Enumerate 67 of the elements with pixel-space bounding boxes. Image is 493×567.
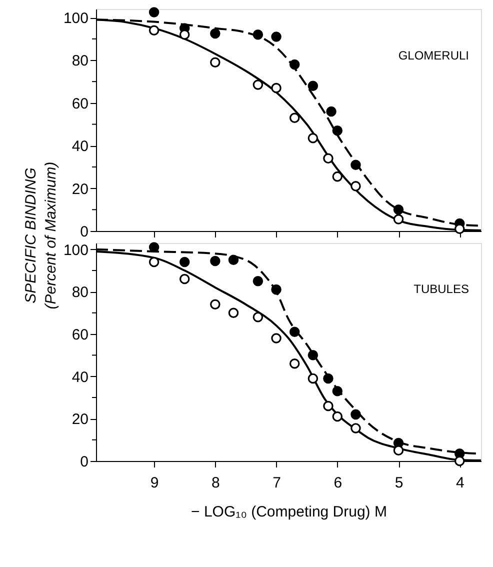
point (332, 171, 343, 182)
point (289, 112, 300, 123)
y-tick-label: 80 (72, 284, 88, 302)
x-tick-label: 8 (211, 474, 220, 492)
point (332, 386, 343, 396)
point (252, 276, 264, 286)
point (289, 358, 300, 369)
annotation: GLOMERULI (398, 48, 469, 63)
point (210, 256, 220, 266)
y-tick-label: 0 (80, 224, 88, 240)
point (210, 57, 220, 68)
y-tick-label: 40 (72, 138, 88, 156)
point (271, 284, 282, 295)
y-tick-label: 40 (72, 368, 88, 386)
point (148, 256, 160, 268)
point (350, 409, 361, 420)
point (454, 456, 465, 466)
point (228, 308, 239, 318)
y-tick-label: 20 (72, 180, 88, 198)
point (350, 423, 361, 434)
point (332, 126, 343, 136)
point (289, 59, 300, 70)
y-tick-label: 100 (63, 242, 88, 259)
point (228, 254, 239, 266)
y-tick-label: 100 (63, 10, 88, 28)
point (179, 274, 190, 284)
point (252, 29, 264, 40)
point (210, 28, 220, 39)
point (350, 160, 361, 170)
point (289, 326, 300, 338)
y-tick-label: 60 (72, 95, 88, 112)
point (252, 80, 264, 90)
point (393, 214, 404, 224)
point (323, 153, 334, 164)
point (271, 82, 282, 94)
x-tick-label: 6 (334, 474, 342, 492)
point (308, 350, 318, 360)
point (326, 106, 336, 117)
y-tick-label: 80 (72, 52, 88, 70)
y-tick-label: 0 (80, 454, 88, 470)
x-tick-label: 7 (272, 474, 281, 492)
point (271, 32, 282, 42)
point (148, 7, 160, 18)
point (179, 256, 190, 268)
y-axis-title: SPECIFIC BINDING (Percent of Maximum) (22, 162, 60, 310)
point (308, 80, 318, 91)
point (393, 445, 404, 456)
point (350, 181, 361, 192)
point (210, 299, 220, 310)
x-axis-title: − LOG₁₀ (Competing Drug) M (191, 504, 387, 520)
point (323, 373, 334, 384)
point (454, 224, 465, 234)
point (148, 242, 160, 252)
point (252, 312, 264, 322)
y-tick-label: 60 (72, 326, 88, 344)
x-tick-label: 9 (150, 474, 159, 492)
point (393, 204, 404, 215)
point (148, 25, 160, 36)
point (271, 333, 282, 344)
y-tick-label: 20 (72, 411, 88, 428)
point (332, 411, 343, 422)
x-tick-label: 4 (456, 474, 464, 492)
point (323, 400, 334, 412)
x-tick-label: 5 (394, 474, 404, 492)
point (308, 133, 318, 144)
point (308, 373, 318, 384)
annotation: TUBULES (414, 282, 469, 296)
